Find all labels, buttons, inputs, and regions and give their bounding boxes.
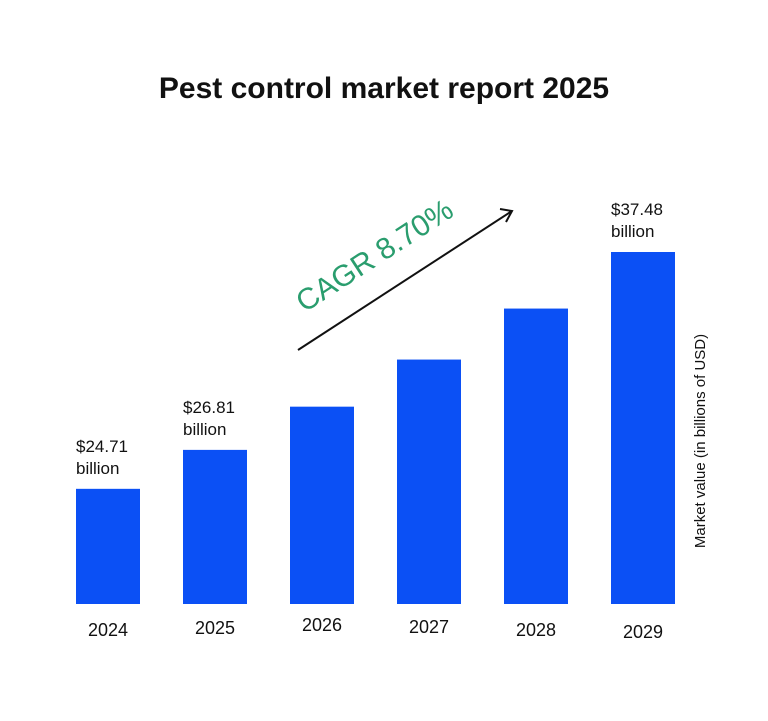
x-tick-label-2024: 2024: [88, 620, 128, 640]
x-tick-label-2029: 2029: [623, 622, 663, 642]
bar-2027: [397, 359, 461, 604]
data-labels: $24.71 billion $26.81 billion $37.48 billion: [76, 200, 663, 478]
data-label-value-2029: $37.48: [611, 200, 663, 219]
cagr-arrow-head: [499, 208, 514, 223]
bar-2028: [504, 308, 568, 604]
x-tick-label-2026: 2026: [302, 615, 342, 635]
x-tick-label-2025: 2025: [195, 618, 235, 638]
cagr-annotation: CAGR 8.70%: [290, 193, 514, 351]
bar-2029: [611, 252, 675, 604]
x-tick-label-2028: 2028: [516, 620, 556, 640]
data-label-unit-2025: billion: [183, 420, 226, 439]
data-label-value-2024: $24.71: [76, 437, 128, 456]
bar-2024: [76, 488, 140, 604]
bars-group: [76, 252, 675, 604]
data-label-value-2025: $26.81: [183, 398, 235, 417]
bar-2026: [290, 406, 354, 604]
x-tick-label-2027: 2027: [409, 617, 449, 637]
data-label-unit-2029: billion: [611, 222, 654, 241]
y-axis-label: Market value (in billions of USD): [692, 334, 709, 548]
bar-2025: [183, 449, 247, 604]
x-tick-labels: 2024 2025 2026 2027 2028 2029: [88, 615, 663, 642]
cagr-arrow-line: [297, 210, 513, 351]
chart-title: Pest control market report 2025: [159, 72, 609, 105]
data-label-unit-2024: billion: [76, 459, 119, 478]
